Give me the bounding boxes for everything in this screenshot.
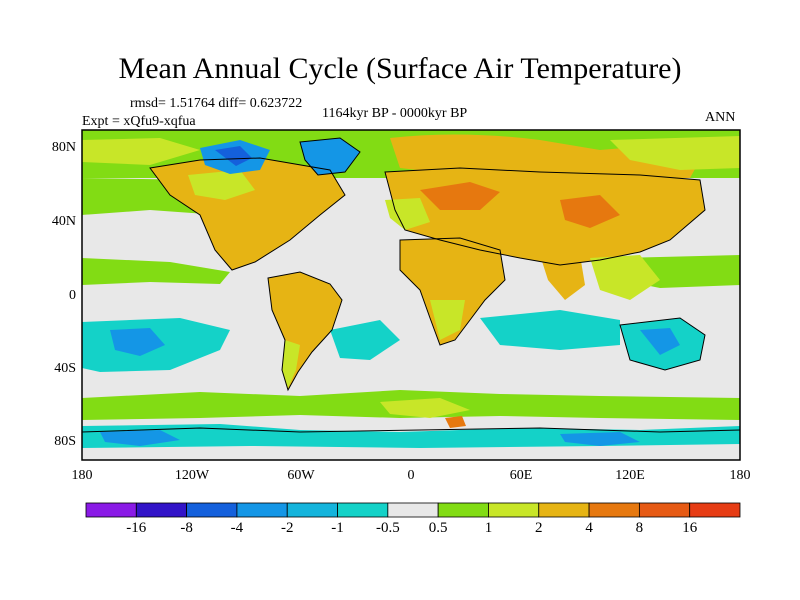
- coast-eurasia: [384, 167, 706, 266]
- lon-tick-label: 120W: [174, 468, 210, 483]
- colorbar-label: 2: [535, 520, 543, 536]
- colorbar-label: 0.5: [428, 520, 448, 536]
- map-field: [82, 130, 740, 460]
- antarctica-cold-2: [560, 432, 640, 446]
- se-asia-mild: [590, 255, 660, 300]
- coastlines: [82, 137, 740, 433]
- lon-tick-label: 180: [729, 468, 751, 483]
- colorbar-swatch: [437, 502, 489, 518]
- indian-ocean-cool: [480, 310, 620, 350]
- coast-south-america: [267, 271, 343, 392]
- lon-tick-label: 60E: [509, 468, 533, 483]
- south-america-mild: [282, 340, 300, 388]
- stats-text: rmsd= 1.51764 diff= 0.623722: [130, 96, 303, 111]
- lon-tick-label: 0: [407, 468, 415, 483]
- india-warm: [540, 255, 585, 300]
- colorbar-swatch: [286, 502, 338, 518]
- chart-title: Mean Annual Cycle (Surface Air Temperatu…: [118, 52, 682, 85]
- experiment-label: Expt = xQfu9-xqfua: [82, 114, 196, 129]
- colorbar-label: -16: [126, 520, 147, 536]
- colorbar-label: -1: [331, 520, 344, 536]
- greenland-cold-patch: [300, 138, 360, 175]
- colorbar-swatch: [186, 502, 238, 518]
- colorbar-swatch: [538, 502, 590, 518]
- colorbar-swatch: [337, 502, 389, 518]
- arctic-mild-patch: [82, 138, 200, 165]
- lat-tick-label: 0: [69, 288, 76, 303]
- canada-colder-patch: [215, 146, 252, 166]
- colorbar-swatch: [135, 502, 188, 518]
- colorbar-swatch: [689, 502, 741, 518]
- north-pacific-neutral: [82, 212, 210, 262]
- antarctica-cold: [100, 430, 180, 446]
- colorbar-label: -0.5: [375, 520, 400, 536]
- coast-greenland: [299, 137, 361, 176]
- subtropic-pacific-band: [82, 258, 230, 285]
- colorbar-swatch: [488, 502, 540, 518]
- colorbar-swatch: [588, 502, 640, 518]
- antarctica-warm-spot: [445, 416, 466, 428]
- arctic-mild-patch-2: [610, 136, 740, 170]
- lon-tick-label: 120E: [615, 468, 645, 483]
- australia-cold: [640, 328, 680, 355]
- colorbar-swatch: [85, 502, 137, 518]
- colorbar-swatch: [638, 502, 691, 518]
- colorbar-label: 1: [484, 520, 493, 536]
- colorbar-label: 4: [585, 520, 593, 536]
- north-atlantic-neutral: [300, 210, 395, 258]
- lon-tick-label: 180: [71, 468, 93, 483]
- colorbar-label: 8: [635, 520, 644, 536]
- eurasia-hot-patch: [420, 182, 500, 210]
- colorbar-swatch: [387, 502, 439, 518]
- coast-africa: [399, 237, 506, 346]
- lon-tick-label: 60W: [287, 468, 315, 483]
- south-pacific-cold: [110, 328, 165, 356]
- southern-ocean-mild: [380, 398, 470, 418]
- colorbar-label: 16: [682, 520, 698, 536]
- africa-warm: [400, 238, 505, 345]
- colorbar: [85, 502, 741, 518]
- lat-tick-label: 40S: [54, 361, 76, 376]
- lat-tick-label: 40N: [51, 214, 76, 229]
- asia-hot-patch: [560, 195, 620, 228]
- colorbar-label: -4: [230, 520, 244, 536]
- colorbar-label: -2: [280, 520, 294, 536]
- lat-tick-label: 80S: [54, 434, 76, 449]
- colorbar-label: -8: [180, 520, 193, 536]
- lat-tick-label: 80N: [51, 140, 76, 155]
- coast-australia: [619, 317, 706, 371]
- europe-mild: [385, 198, 430, 230]
- africa-mild: [430, 300, 465, 340]
- season-label: ANN: [705, 110, 736, 125]
- colorbar-swatch: [236, 502, 288, 518]
- period-label: 1164kyr BP - 0000kyr BP: [322, 106, 468, 121]
- coast-north-america: [149, 157, 346, 271]
- map-frame: [81, 129, 741, 461]
- atlantic-cool: [330, 320, 400, 360]
- coast-antarctica: [82, 427, 740, 433]
- north-america-mild: [188, 170, 255, 200]
